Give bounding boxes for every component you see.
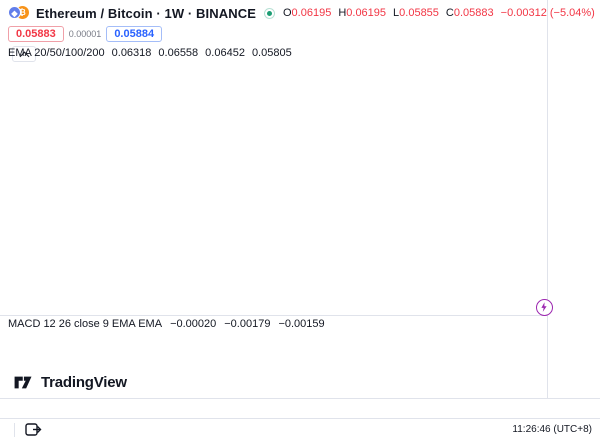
ethereum-icon: ◆ (8, 6, 21, 19)
price-axis[interactable] (547, 0, 600, 398)
macd-pane[interactable] (0, 315, 548, 398)
ema20-value: 0.06318 (111, 47, 152, 59)
macd-legend: MACD 12 26 close 9 EMA EMA −0.00020 −0.0… (8, 318, 325, 330)
macd-legend-label: MACD 12 26 close 9 EMA EMA (8, 318, 163, 330)
ema200-value: 0.05805 (251, 47, 292, 59)
ema-legend-label: EMA 20/50/100/200 (8, 47, 105, 59)
tradingview-logo-icon (14, 376, 32, 389)
ohlc-readout: O0.06195 H0.06195 L0.05855 C0.05883 −0.0… (282, 7, 595, 19)
bottom-toolbar: 11:26:46 (UTC+8) (0, 418, 600, 440)
go-to-date-icon[interactable] (21, 420, 46, 439)
clock[interactable]: 11:26:46 (UTC+8) (512, 424, 592, 435)
ema50-value: 0.06558 (158, 47, 199, 59)
bid-price-badge[interactable]: 0.05883 (8, 25, 64, 42)
tradingview-logo[interactable]: TradingView (14, 372, 127, 393)
macd-signal-value: −0.00159 (278, 318, 325, 330)
ema-legend: EMA 20/50/100/200 0.06318 0.06558 0.0645… (8, 47, 595, 59)
ask-price-badge[interactable]: 0.05884 (106, 25, 163, 42)
symbol-pair-icon: ₿ ◆ (8, 6, 30, 20)
symbol-title[interactable]: Ethereum / Bitcoin · 1W · BINANCE (36, 5, 256, 21)
collapse-legend-button[interactable] (12, 46, 36, 62)
toolbar-divider (14, 422, 15, 437)
chart-legend: ₿ ◆ Ethereum / Bitcoin · 1W · BINANCE O0… (8, 5, 595, 59)
macd-line-value: −0.00179 (224, 318, 271, 330)
ema100-value: 0.06452 (205, 47, 245, 59)
time-axis[interactable] (0, 398, 600, 418)
lightning-icon[interactable] (536, 299, 553, 316)
spread-value: 0.00001 (68, 28, 102, 39)
market-open-status-icon[interactable] (263, 7, 275, 19)
macd-hist-value: −0.00020 (170, 318, 217, 330)
tradingview-logo-text: TradingView (41, 374, 127, 391)
change-readout: −0.00312 (−5.04%) (500, 7, 595, 19)
